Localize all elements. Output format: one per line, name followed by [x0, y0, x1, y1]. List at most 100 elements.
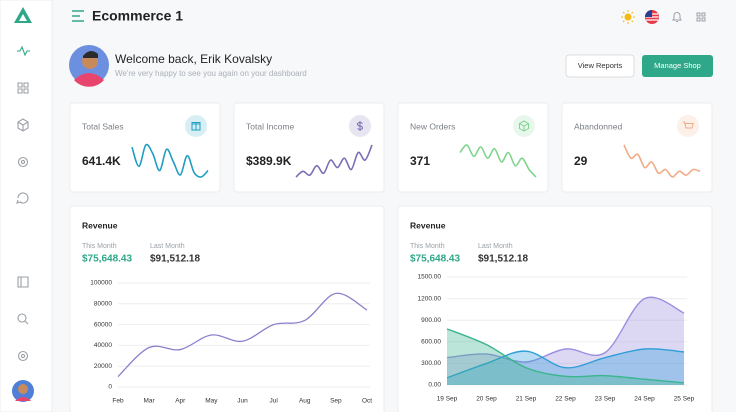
x-tick-label: Jul: [269, 398, 278, 405]
sparkline: [295, 144, 373, 178]
y-tick-label: 600.00: [421, 339, 441, 346]
this-month-label: This Month: [410, 243, 445, 250]
nav-chat[interactable]: [16, 192, 29, 204]
stat-value: 29: [574, 154, 588, 168]
last-month-label: Last Month: [150, 243, 185, 250]
sparkline: [623, 144, 701, 178]
apps[interactable]: [696, 12, 706, 22]
y-tick-label: 1500.00: [418, 274, 442, 281]
stat-icon: [677, 115, 699, 137]
last-month-value: $91,512.18: [478, 254, 528, 265]
flag-canton: [645, 10, 652, 17]
y-tick-label: 300.00: [421, 360, 441, 367]
notifications[interactable]: [672, 12, 682, 22]
welcome-avatar-hair: [83, 50, 98, 58]
view-reports-button[interactable]: [565, 54, 635, 78]
x-tick-label: Apr: [175, 398, 186, 405]
sparkline: [459, 144, 537, 178]
area-line: [446, 296, 685, 363]
user-avatar-shirt: [15, 397, 31, 401]
stat-label: Total Income: [246, 121, 294, 131]
x-tick-label: 23 Sep: [595, 396, 616, 403]
x-tick-label: Oct: [362, 398, 372, 405]
x-tick-label: 25 Sep: [674, 396, 695, 403]
nav-panel[interactable]: [17, 276, 29, 288]
x-tick-label: Aug: [299, 398, 311, 405]
nav-preferences[interactable]: [17, 350, 29, 362]
stat-icon-glyph: [519, 120, 529, 132]
sidebar-icons: [16, 45, 30, 362]
stat-label: Abandonned: [574, 121, 622, 131]
y-tick-label: 900.00: [421, 317, 441, 324]
x-tick-label: Mar: [144, 398, 156, 405]
y-tick-label: 100000: [90, 280, 112, 287]
nav-preferences-center: [20, 353, 26, 359]
page-title: Ecommerce 1: [92, 8, 183, 24]
stat-icon-glyph: [356, 121, 364, 131]
welcome-title: Welcome back, Erik Kovalsky: [115, 52, 272, 66]
x-tick-label: 19 Sep: [437, 396, 458, 403]
nav-activity[interactable]: [17, 45, 30, 57]
menu-toggle[interactable]: [72, 10, 84, 22]
stat-label: New Orders: [410, 121, 455, 131]
card-title: Revenue: [410, 220, 446, 230]
manage-shop-button[interactable]: [642, 55, 713, 77]
this-month-value: $75,648.43: [82, 254, 132, 265]
last-month-value: $91,512.18: [150, 254, 200, 265]
line: [117, 292, 368, 378]
stat-value: 371: [410, 154, 430, 168]
x-tick-label: Jun: [237, 398, 248, 405]
y-tick-label: 0.00: [428, 382, 441, 389]
y-tick-label: 1200.00: [418, 295, 442, 302]
last-month-label: Last Month: [478, 243, 513, 250]
this-month-value: $75,648.43: [410, 254, 460, 265]
card-title: Revenue: [82, 220, 118, 230]
sparkline: [131, 143, 209, 178]
nav-settings-center: [20, 159, 26, 165]
x-tick-label: 20 Sep: [476, 396, 497, 403]
area-line: [446, 348, 685, 379]
y-tick-label: 80000: [94, 301, 112, 308]
theme-rays: [621, 10, 635, 24]
manage-shop-label: Manage Shop: [654, 61, 701, 70]
stat-value: $389.9K: [246, 154, 292, 168]
area-fill: [447, 348, 684, 385]
nav-search-handle: [24, 320, 29, 325]
x-tick-label: 24 Sep: [634, 396, 655, 403]
revenue-card: [69, 205, 385, 412]
nav-settings[interactable]: [17, 156, 29, 168]
area-line: [446, 328, 685, 384]
view-reports-label: View Reports: [578, 61, 623, 70]
welcome-subtitle: We're very happy to see you again on you…: [115, 69, 307, 78]
y-tick-label: 20000: [94, 363, 112, 370]
y-tick-label: 60000: [94, 321, 112, 328]
stat-icon-glyph: [683, 121, 694, 129]
revenue-card: [397, 205, 713, 412]
x-tick-label: May: [205, 398, 218, 405]
stat-card: [561, 102, 713, 193]
x-tick-label: Feb: [112, 398, 124, 405]
x-tick-label: 21 Sep: [516, 396, 537, 403]
stat-icon-glyph: [191, 122, 201, 131]
stat-card: [233, 102, 385, 193]
this-month-label: This Month: [82, 243, 117, 250]
x-tick-label: Sep: [330, 398, 342, 405]
stat-value: 641.4K: [82, 154, 121, 168]
nav-grid[interactable]: [17, 82, 29, 94]
stat-label: Total Sales: [82, 121, 124, 131]
user-avatar-face: [18, 384, 28, 394]
logo[interactable]: [14, 7, 32, 23]
theme-toggle[interactable]: [624, 13, 632, 21]
sidebar: [0, 0, 53, 412]
y-tick-label: 0: [108, 384, 112, 391]
nav-cube[interactable]: [17, 118, 29, 132]
x-tick-label: 22 Sep: [555, 396, 576, 403]
welcome-avatar-shirt: [74, 73, 104, 87]
area-fill: [447, 297, 684, 385]
area-fill: [447, 328, 684, 385]
y-tick-label: 40000: [94, 342, 112, 349]
nav-search[interactable]: [17, 313, 27, 323]
stat-card: [397, 102, 549, 193]
